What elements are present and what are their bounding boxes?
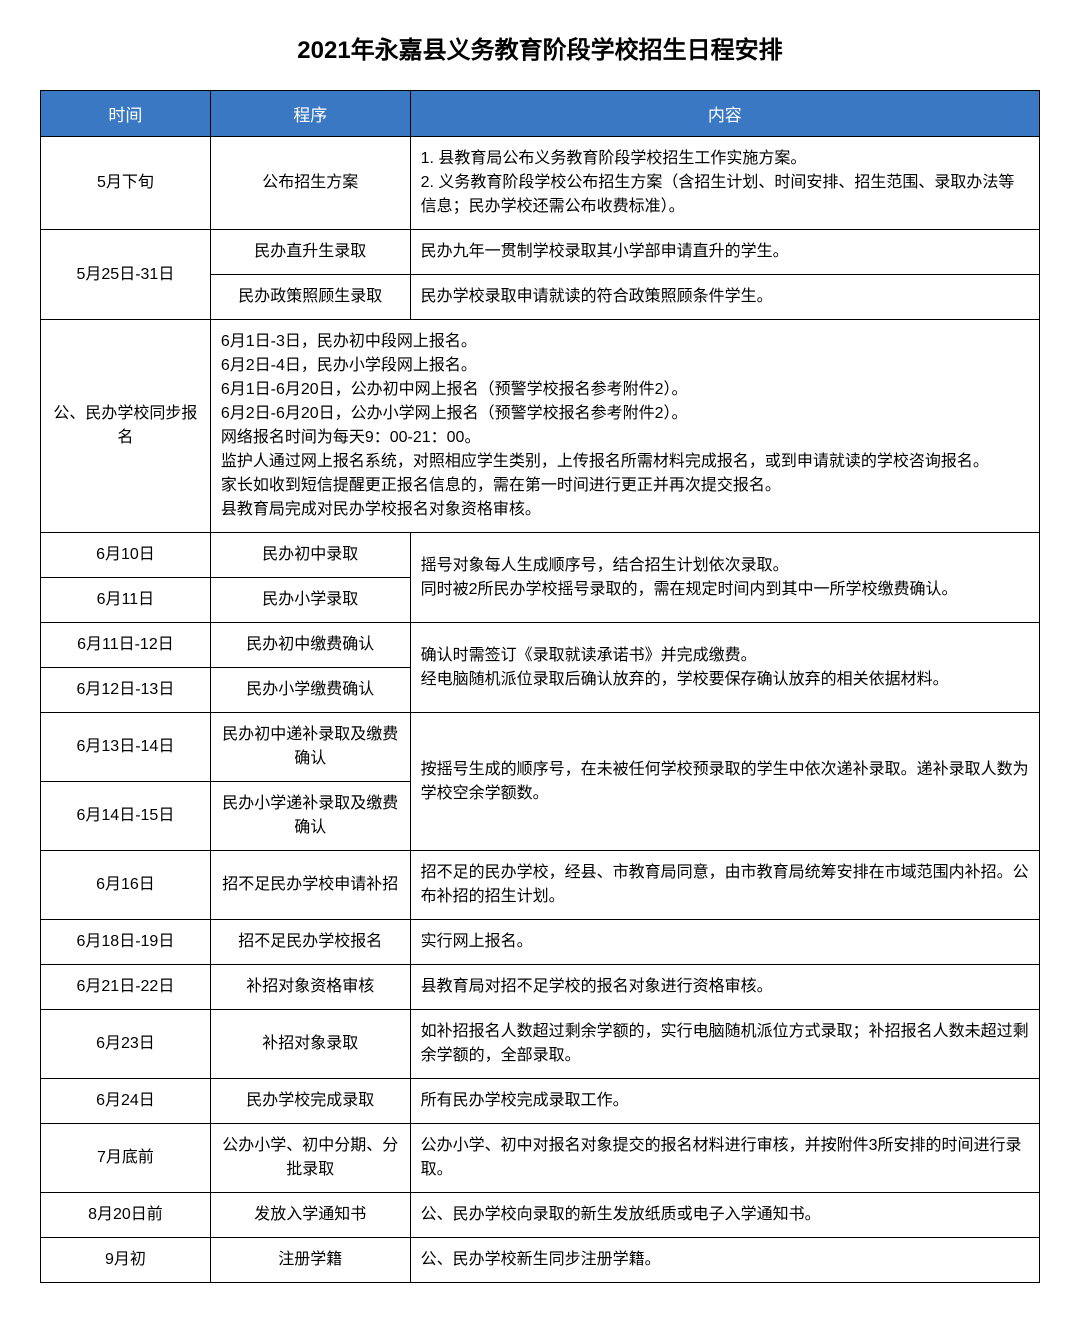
cell-time: 6月18日-19日 xyxy=(41,920,211,965)
cell-time: 6月16日 xyxy=(41,851,211,920)
cell-content: 公办小学、初中对报名对象提交的报名材料进行审核，并按附件3所安排的时间进行录取。 xyxy=(410,1124,1039,1193)
cell-proc: 公布招生方案 xyxy=(210,137,410,230)
table-row: 6月24日 民办学校完成录取 所有民办学校完成录取工作。 xyxy=(41,1079,1040,1124)
cell-content: 摇号对象每人生成顺序号，结合招生计划依次录取。同时被2所民办学校摇号录取的，需在… xyxy=(410,533,1039,623)
cell-content: 公、民办学校新生同步注册学籍。 xyxy=(410,1238,1039,1283)
table-row: 6月23日 补招对象录取 如补招报名人数超过剩余学额的，实行电脑随机派位方式录取… xyxy=(41,1010,1040,1079)
table-row: 6月21日-22日 补招对象资格审核 县教育局对招不足学校的报名对象进行资格审核… xyxy=(41,965,1040,1010)
table-row: 7月底前 公办小学、初中分期、分批录取 公办小学、初中对报名对象提交的报名材料进… xyxy=(41,1124,1040,1193)
cell-content: 确认时需签订《录取就读承诺书》并完成缴费。经电脑随机派位录取后确认放弃的，学校要… xyxy=(410,623,1039,713)
cell-time: 5月25日-31日 xyxy=(41,230,211,320)
cell-time: 公、民办学校同步报名 xyxy=(41,320,211,533)
cell-proc: 民办小学递补录取及缴费确认 xyxy=(210,782,410,851)
cell-time: 6月13日-14日 xyxy=(41,713,211,782)
cell-time: 6月10日 xyxy=(41,533,211,578)
cell-content: 招不足的民办学校，经县、市教育局同意，由市教育局统筹安排在市域范围内补招。公布补… xyxy=(410,851,1039,920)
table-row: 9月初 注册学籍 公、民办学校新生同步注册学籍。 xyxy=(41,1238,1040,1283)
header-proc: 程序 xyxy=(210,91,410,137)
table-header-row: 时间 程序 内容 xyxy=(41,91,1040,137)
cell-content: 民办九年一贯制学校录取其小学部申请直升的学生。 xyxy=(410,230,1039,275)
cell-proc: 民办小学录取 xyxy=(210,578,410,623)
cell-time: 5月下旬 xyxy=(41,137,211,230)
table-row: 5月25日-31日 民办直升生录取 民办九年一贯制学校录取其小学部申请直升的学生… xyxy=(41,230,1040,275)
cell-time: 6月12日-13日 xyxy=(41,668,211,713)
cell-proc: 民办初中缴费确认 xyxy=(210,623,410,668)
cell-time: 8月20日前 xyxy=(41,1193,211,1238)
cell-proc: 民办学校完成录取 xyxy=(210,1079,410,1124)
cell-proc: 补招对象资格审核 xyxy=(210,965,410,1010)
cell-time: 6月14日-15日 xyxy=(41,782,211,851)
schedule-table: 时间 程序 内容 5月下旬 公布招生方案 1. 县教育局公布义务教育阶段学校招生… xyxy=(40,90,1040,1283)
table-row: 6月13日-14日 民办初中递补录取及缴费确认 按摇号生成的顺序号，在未被任何学… xyxy=(41,713,1040,782)
header-content: 内容 xyxy=(410,91,1039,137)
table-row: 公、民办学校同步报名 6月1日-3日，民办初中段网上报名。6月2日-4日，民办小… xyxy=(41,320,1040,533)
cell-content: 按摇号生成的顺序号，在未被任何学校预录取的学生中依次递补录取。递补录取人数为学校… xyxy=(410,713,1039,851)
table-row: 6月10日 民办初中录取 摇号对象每人生成顺序号，结合招生计划依次录取。同时被2… xyxy=(41,533,1040,578)
cell-time: 6月23日 xyxy=(41,1010,211,1079)
table-row: 8月20日前 发放入学通知书 公、民办学校向录取的新生发放纸质或电子入学通知书。 xyxy=(41,1193,1040,1238)
table-row: 6月11日-12日 民办初中缴费确认 确认时需签订《录取就读承诺书》并完成缴费。… xyxy=(41,623,1040,668)
cell-proc: 民办小学缴费确认 xyxy=(210,668,410,713)
cell-time: 6月24日 xyxy=(41,1079,211,1124)
cell-content: 实行网上报名。 xyxy=(410,920,1039,965)
cell-proc: 招不足民办学校报名 xyxy=(210,920,410,965)
cell-time: 7月底前 xyxy=(41,1124,211,1193)
cell-content: 如补招报名人数超过剩余学额的，实行电脑随机派位方式录取；补招报名人数未超过剩余学… xyxy=(410,1010,1039,1079)
cell-proc: 民办初中录取 xyxy=(210,533,410,578)
cell-content: 1. 县教育局公布义务教育阶段学校招生工作实施方案。2. 义务教育阶段学校公布招… xyxy=(410,137,1039,230)
cell-proc: 公办小学、初中分期、分批录取 xyxy=(210,1124,410,1193)
cell-proc: 招不足民办学校申请补招 xyxy=(210,851,410,920)
cell-content: 所有民办学校完成录取工作。 xyxy=(410,1079,1039,1124)
table-row: 6月18日-19日 招不足民办学校报名 实行网上报名。 xyxy=(41,920,1040,965)
cell-time: 6月11日-12日 xyxy=(41,623,211,668)
cell-proc: 发放入学通知书 xyxy=(210,1193,410,1238)
cell-proc: 民办直升生录取 xyxy=(210,230,410,275)
header-time: 时间 xyxy=(41,91,211,137)
cell-proc: 注册学籍 xyxy=(210,1238,410,1283)
cell-time: 6月11日 xyxy=(41,578,211,623)
cell-content: 公、民办学校向录取的新生发放纸质或电子入学通知书。 xyxy=(410,1193,1039,1238)
cell-content: 6月1日-3日，民办初中段网上报名。6月2日-4日，民办小学段网上报名。6月1日… xyxy=(210,320,1039,533)
cell-proc: 补招对象录取 xyxy=(210,1010,410,1079)
cell-proc: 民办政策照顾生录取 xyxy=(210,275,410,320)
cell-content: 民办学校录取申请就读的符合政策照顾条件学生。 xyxy=(410,275,1039,320)
cell-time: 9月初 xyxy=(41,1238,211,1283)
cell-time: 6月21日-22日 xyxy=(41,965,211,1010)
table-row: 6月16日 招不足民办学校申请补招 招不足的民办学校，经县、市教育局同意，由市教… xyxy=(41,851,1040,920)
cell-content: 县教育局对招不足学校的报名对象进行资格审核。 xyxy=(410,965,1039,1010)
table-row: 5月下旬 公布招生方案 1. 县教育局公布义务教育阶段学校招生工作实施方案。2.… xyxy=(41,137,1040,230)
page-title: 2021年永嘉县义务教育阶段学校招生日程安排 xyxy=(40,30,1040,65)
cell-proc: 民办初中递补录取及缴费确认 xyxy=(210,713,410,782)
